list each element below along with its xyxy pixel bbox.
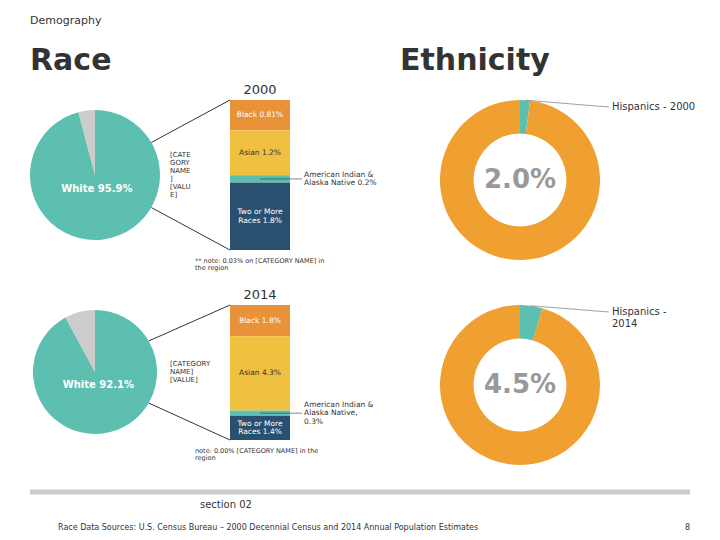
note-line: region xyxy=(195,454,216,462)
pie: White 92.1% xyxy=(33,310,157,434)
connector xyxy=(149,403,230,440)
bar-title: 2000 xyxy=(243,82,276,97)
center-label-line: 2.0% xyxy=(484,164,556,194)
bar-segment xyxy=(230,130,290,175)
slice-annotation-line: Hispanics - xyxy=(612,306,667,317)
note: ** note: 0.03% on [CATEGORY NAME] inthe … xyxy=(195,257,324,272)
bar-title: 2014 xyxy=(243,287,276,302)
slice-annotation-line: 2014 xyxy=(612,318,637,329)
segment-label: American Indian &Alaska Native,0.3% xyxy=(304,400,374,426)
segment-label: Black 0.81% xyxy=(237,110,284,119)
connector xyxy=(151,100,230,143)
slice xyxy=(440,100,600,260)
center-label-line: 4.5% xyxy=(484,369,556,399)
segment-label-line: Black 1.8% xyxy=(239,316,281,325)
segment-label: Two or MoreRaces 1.4% xyxy=(236,419,282,437)
bar-segment xyxy=(230,416,290,440)
leader-line xyxy=(525,100,609,107)
segment-label-line: Races 1.8% xyxy=(238,216,282,225)
placeholder-label-line: NAME xyxy=(170,167,191,175)
placeholder-label-line: NAME] xyxy=(170,368,193,376)
segment-label: Asian 4.3% xyxy=(239,368,281,377)
placeholder-label-line: [VALUE] xyxy=(170,376,198,384)
bar-title-line: 2000 xyxy=(243,82,276,97)
slice-annotation: Hispanics - 2000 xyxy=(612,101,695,112)
placeholder-label-line: [CATE xyxy=(170,151,191,159)
slice xyxy=(65,310,95,372)
placeholder-label-line: ] xyxy=(170,175,173,183)
segment-label: American Indian &Alaska Native 0.2% xyxy=(304,170,377,188)
segment-label-line: Races 1.4% xyxy=(238,427,282,436)
leader-line xyxy=(260,178,302,179)
placeholder-label-line: [VALU xyxy=(170,183,191,191)
kicker-line: Demography xyxy=(30,14,102,27)
placeholder-label: [CATEGORYNAME][VALUE] xyxy=(170,360,211,384)
segment-label-line: 0.3% xyxy=(304,417,323,426)
placeholder-label-line: E] xyxy=(170,191,177,199)
slice-annotation: Hispanics -2014 xyxy=(612,306,667,329)
bar-labels: Black 1.8% Asian 4.3% American Indian &Ala… xyxy=(236,316,373,437)
kicker: Demography xyxy=(30,14,102,27)
segment-label: Black 1.8% xyxy=(239,316,281,325)
placeholder-label-line: [CATEGORY xyxy=(170,360,211,368)
section-title: Race xyxy=(30,42,111,77)
stacked-bar-chart: Black 0.81% Asian 1.2% American Indian &Al… xyxy=(151,82,376,272)
segment-label: Asian 1.2% xyxy=(239,148,281,157)
note-line: the region xyxy=(195,264,228,272)
segment-label: Two or MoreRaces 1.8% xyxy=(236,207,282,225)
page: White 95.9% Black 0.81% Asian 1.2% American… xyxy=(0,0,720,540)
stacked-bar-chart: Black 1.8% Asian 4.3% American Indian &Ala… xyxy=(149,287,374,462)
slice xyxy=(33,310,157,434)
donut: 2.0% Hispanics - 2000 xyxy=(440,100,695,260)
footnote: Race Data Sources: U.S. Census Bureau – … xyxy=(58,523,478,532)
page-number-line: 8 xyxy=(685,523,690,532)
donut: 4.5% Hispanics -2014 xyxy=(440,305,667,465)
slice-annotation-line: Hispanics - 2000 xyxy=(612,101,695,112)
segment-label-line: Black 0.81% xyxy=(237,110,284,119)
bar-title-line: 2014 xyxy=(243,287,276,302)
slice xyxy=(440,305,600,465)
slice-label: White 92.1% xyxy=(63,379,134,390)
segment-label-line: Alaska Native 0.2% xyxy=(304,178,377,187)
footnote-line: Race Data Sources: U.S. Census Bureau – … xyxy=(58,523,478,532)
pie: White 95.9% xyxy=(30,110,160,240)
connector xyxy=(149,305,230,341)
note: note: 0.00% [CATEGORY NAME] in theregion xyxy=(195,447,318,462)
section-label: section 02 xyxy=(200,499,252,510)
placeholder-label: [CATEGORYNAME][VALUE] xyxy=(170,151,191,199)
footer-rule xyxy=(30,490,690,495)
bars xyxy=(230,305,290,440)
slice xyxy=(30,110,160,240)
section-title-line: Ethnicity xyxy=(400,42,550,77)
bar-segment xyxy=(230,100,290,130)
slice-label-line: White 95.9% xyxy=(61,183,132,194)
leader-line xyxy=(260,413,302,414)
slice-label-line: White 92.1% xyxy=(63,379,134,390)
placeholder-label-line: GORY xyxy=(170,159,190,167)
center-label: 4.5% xyxy=(484,369,556,399)
bar-labels: Black 0.81% Asian 1.2% American Indian &Al… xyxy=(236,110,376,225)
segment-label-line: Asian 4.3% xyxy=(239,368,281,377)
center-label: 2.0% xyxy=(484,164,556,194)
section-title: Ethnicity xyxy=(400,42,550,77)
bars xyxy=(230,100,290,250)
page-number: 8 xyxy=(685,523,690,532)
leader-line xyxy=(531,306,609,312)
bar-segment xyxy=(230,336,290,410)
segment-label-line: Asian 1.2% xyxy=(239,148,281,157)
bar-segment xyxy=(230,183,290,250)
section-label-line: section 02 xyxy=(200,499,252,510)
section-title-line: Race xyxy=(30,42,111,77)
slice-label: White 95.9% xyxy=(61,183,132,194)
bar-segment xyxy=(230,305,290,336)
connector xyxy=(151,208,230,251)
slice xyxy=(78,110,95,175)
